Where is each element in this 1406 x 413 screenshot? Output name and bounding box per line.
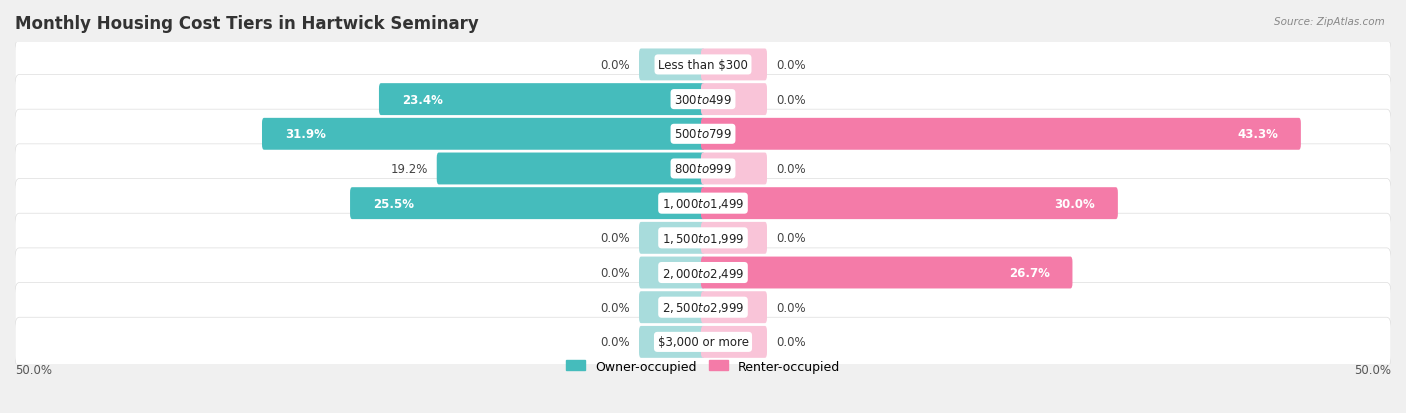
Text: $1,000 to $1,499: $1,000 to $1,499 [662, 197, 744, 211]
FancyBboxPatch shape [702, 292, 768, 323]
Text: 43.3%: 43.3% [1237, 128, 1278, 141]
Text: Source: ZipAtlas.com: Source: ZipAtlas.com [1274, 17, 1385, 26]
Text: 0.0%: 0.0% [776, 232, 806, 245]
Text: 31.9%: 31.9% [284, 128, 326, 141]
Text: $3,000 or more: $3,000 or more [658, 336, 748, 349]
FancyBboxPatch shape [702, 326, 768, 358]
Text: 0.0%: 0.0% [776, 301, 806, 314]
FancyBboxPatch shape [702, 119, 1301, 150]
FancyBboxPatch shape [15, 75, 1391, 124]
Text: 50.0%: 50.0% [1354, 363, 1391, 377]
Text: $2,000 to $2,499: $2,000 to $2,499 [662, 266, 744, 280]
Text: 0.0%: 0.0% [600, 301, 630, 314]
Text: Less than $300: Less than $300 [658, 59, 748, 72]
FancyBboxPatch shape [437, 153, 704, 185]
Text: 0.0%: 0.0% [776, 93, 806, 107]
Text: 25.5%: 25.5% [373, 197, 413, 210]
FancyBboxPatch shape [702, 84, 768, 116]
FancyBboxPatch shape [15, 214, 1391, 263]
Text: 0.0%: 0.0% [776, 163, 806, 176]
FancyBboxPatch shape [350, 188, 704, 220]
FancyBboxPatch shape [262, 119, 704, 150]
Text: 0.0%: 0.0% [776, 336, 806, 349]
Text: 0.0%: 0.0% [600, 59, 630, 72]
Text: $800 to $999: $800 to $999 [673, 163, 733, 176]
Text: 30.0%: 30.0% [1054, 197, 1095, 210]
FancyBboxPatch shape [638, 326, 704, 358]
FancyBboxPatch shape [15, 145, 1391, 194]
FancyBboxPatch shape [702, 222, 768, 254]
FancyBboxPatch shape [15, 283, 1391, 332]
Text: 0.0%: 0.0% [600, 232, 630, 245]
Text: 0.0%: 0.0% [600, 266, 630, 279]
FancyBboxPatch shape [15, 318, 1391, 367]
FancyBboxPatch shape [15, 110, 1391, 159]
Text: 0.0%: 0.0% [776, 59, 806, 72]
FancyBboxPatch shape [638, 50, 704, 81]
Text: Monthly Housing Cost Tiers in Hartwick Seminary: Monthly Housing Cost Tiers in Hartwick S… [15, 15, 479, 33]
FancyBboxPatch shape [702, 188, 1118, 220]
FancyBboxPatch shape [702, 257, 1073, 289]
Text: 23.4%: 23.4% [402, 93, 443, 107]
Legend: Owner-occupied, Renter-occupied: Owner-occupied, Renter-occupied [561, 355, 845, 377]
Text: 50.0%: 50.0% [15, 363, 52, 377]
FancyBboxPatch shape [15, 179, 1391, 228]
FancyBboxPatch shape [638, 292, 704, 323]
Text: 26.7%: 26.7% [1010, 266, 1050, 279]
FancyBboxPatch shape [702, 50, 768, 81]
Text: $1,500 to $1,999: $1,500 to $1,999 [662, 231, 744, 245]
FancyBboxPatch shape [15, 41, 1391, 90]
Text: $500 to $799: $500 to $799 [673, 128, 733, 141]
FancyBboxPatch shape [638, 222, 704, 254]
Text: 19.2%: 19.2% [391, 163, 427, 176]
FancyBboxPatch shape [15, 248, 1391, 297]
FancyBboxPatch shape [638, 257, 704, 289]
Text: $300 to $499: $300 to $499 [673, 93, 733, 107]
Text: $2,500 to $2,999: $2,500 to $2,999 [662, 301, 744, 314]
Text: 0.0%: 0.0% [600, 336, 630, 349]
FancyBboxPatch shape [702, 153, 768, 185]
FancyBboxPatch shape [380, 84, 704, 116]
